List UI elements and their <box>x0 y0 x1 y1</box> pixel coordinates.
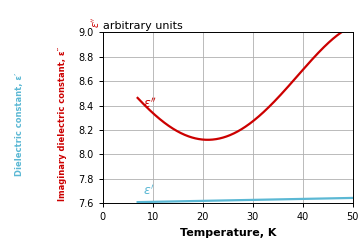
Text: $\varepsilon^{\prime\prime}$: $\varepsilon^{\prime\prime}$ <box>143 96 157 111</box>
Text: $\varepsilon^{\prime\prime}$: $\varepsilon^{\prime\prime}$ <box>91 17 102 28</box>
Text: arbitrary units: arbitrary units <box>103 22 183 31</box>
Text: $\varepsilon^{\prime}$: $\varepsilon^{\prime}$ <box>143 183 154 198</box>
Text: Imaginary dielectric constant, ε″: Imaginary dielectric constant, ε″ <box>58 47 68 201</box>
Text: Dielectric constant, ε′: Dielectric constant, ε′ <box>15 72 24 176</box>
X-axis label: Temperature, K: Temperature, K <box>180 228 276 238</box>
